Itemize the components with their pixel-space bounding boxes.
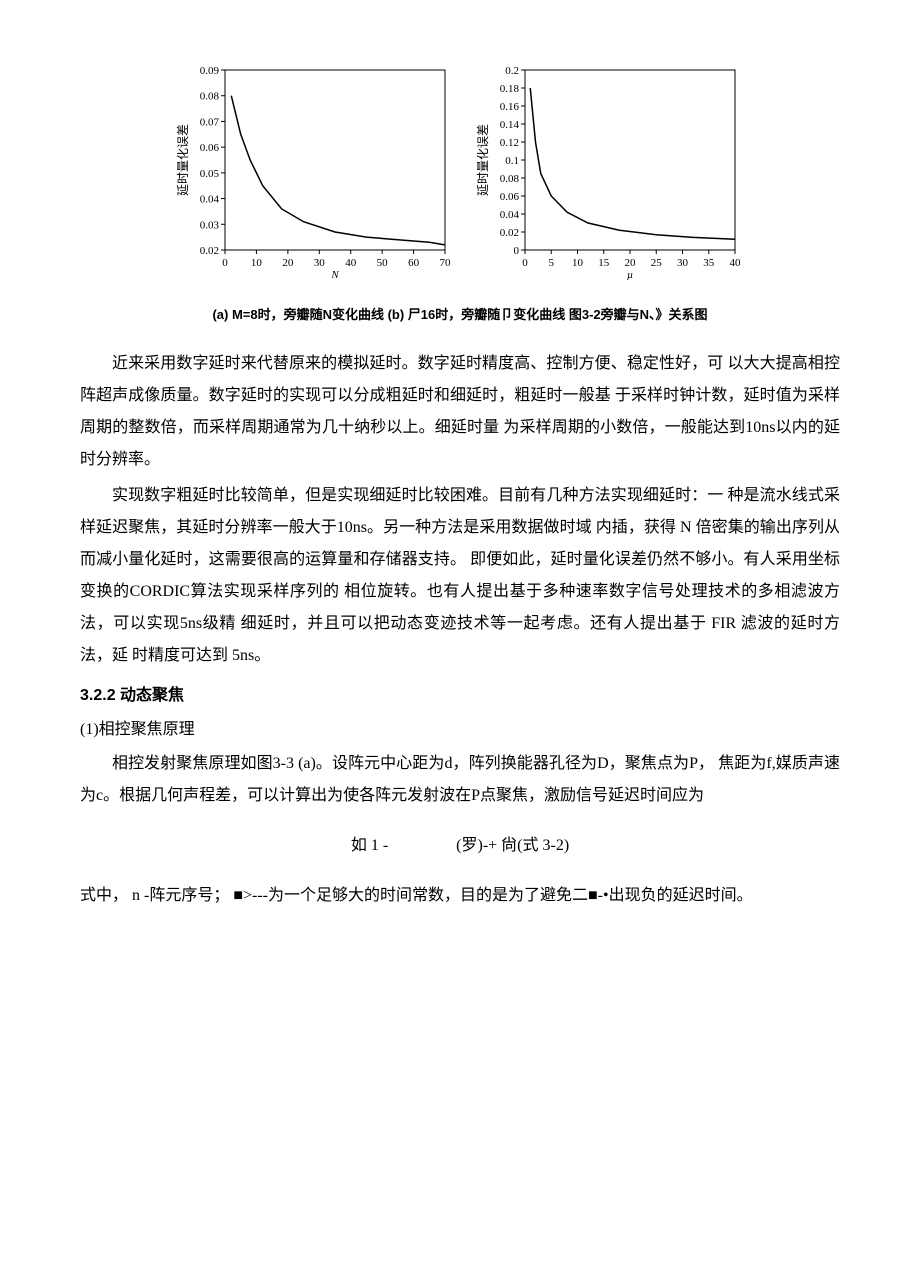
formula-3-2: 如 1 - (罗)-+ 尙(式 3-2)	[80, 830, 840, 862]
chart-b: 0 0.02 0.04 0.06 0.08 0.1 0.12 0.14 0.16 0.18 0.2 0…	[475, 60, 745, 280]
subheading-1: (1)相控聚焦原理	[80, 714, 840, 746]
paragraph-2: 实现数字粗延时比较简单，但是实现细延时比较困难。目前有几种方法实现细延时：一 种…	[80, 480, 840, 672]
svg-text:40: 40	[345, 257, 357, 269]
chart-a-container: 0.02 0.03 0.04 0.05 0.06 0.07 0.08 0.09 0 10 20 30 4…	[175, 60, 455, 292]
svg-text:0.05: 0.05	[200, 168, 220, 180]
svg-text:70: 70	[440, 257, 452, 269]
svg-text:0.06: 0.06	[200, 142, 220, 154]
svg-text:0.18: 0.18	[500, 83, 520, 95]
svg-text:0.04: 0.04	[500, 209, 520, 221]
svg-text:35: 35	[703, 257, 715, 269]
svg-text:10: 10	[572, 257, 584, 269]
section-heading: 3.2.2 动态聚焦	[80, 680, 840, 712]
svg-text:0.09: 0.09	[200, 65, 220, 77]
svg-text:5: 5	[549, 257, 555, 269]
svg-text:20: 20	[282, 257, 294, 269]
svg-text:60: 60	[408, 257, 420, 269]
svg-text:15: 15	[598, 257, 610, 269]
svg-text:25: 25	[651, 257, 663, 269]
svg-text:N: N	[330, 269, 339, 280]
figure-row: 0.02 0.03 0.04 0.05 0.06 0.07 0.08 0.09 0 10 20 30 4…	[80, 60, 840, 292]
svg-text:0.07: 0.07	[200, 116, 220, 128]
svg-text:10: 10	[251, 257, 263, 269]
svg-text:0.06: 0.06	[500, 191, 520, 203]
svg-text:0.14: 0.14	[500, 119, 520, 131]
svg-text:30: 30	[314, 257, 326, 269]
svg-text:40: 40	[730, 257, 742, 269]
svg-text:0.16: 0.16	[500, 101, 520, 113]
svg-text:0.12: 0.12	[500, 137, 519, 149]
svg-text:µ: µ	[627, 269, 633, 280]
svg-text:0.03: 0.03	[200, 219, 220, 231]
svg-text:0.08: 0.08	[500, 173, 520, 185]
paragraph-3: 相控发射聚焦原理如图3-3 (a)。设阵元中心距为d，阵列换能器孔径为D，聚焦点…	[80, 748, 840, 812]
svg-text:0: 0	[222, 257, 228, 269]
svg-text:0.04: 0.04	[200, 194, 220, 206]
svg-text:0: 0	[522, 257, 528, 269]
paragraph-4: 式中， n -阵元序号； ■>---为一个足够大的时间常数，目的是为了避免二■-…	[80, 880, 840, 912]
svg-text:30: 30	[677, 257, 689, 269]
svg-text:0.02: 0.02	[500, 227, 519, 239]
svg-text:0.2: 0.2	[505, 65, 519, 77]
svg-text:0: 0	[514, 245, 520, 257]
chart-a: 0.02 0.03 0.04 0.05 0.06 0.07 0.08 0.09 0 10 20 30 4…	[175, 60, 455, 280]
svg-text:0.08: 0.08	[200, 91, 220, 103]
svg-text:延时量化误差: 延时量化误差	[176, 124, 190, 196]
svg-text:延时量化误差: 延时量化误差	[476, 124, 490, 196]
svg-text:0.02: 0.02	[200, 245, 219, 257]
figure-caption: (a) M=8时，旁瓣随N变化曲线 (b) 尸16时，旁瓣随卩变化曲线 图3-2…	[80, 302, 840, 328]
svg-text:0.1: 0.1	[505, 155, 519, 167]
svg-text:20: 20	[625, 257, 637, 269]
chart-b-container: 0 0.02 0.04 0.06 0.08 0.1 0.12 0.14 0.16 0.18 0.2 0…	[475, 60, 745, 292]
svg-text:50: 50	[377, 257, 389, 269]
paragraph-1: 近来采用数字延时来代替原来的模拟延时。数字延时精度高、控制方便、稳定性好，可 以…	[80, 348, 840, 476]
